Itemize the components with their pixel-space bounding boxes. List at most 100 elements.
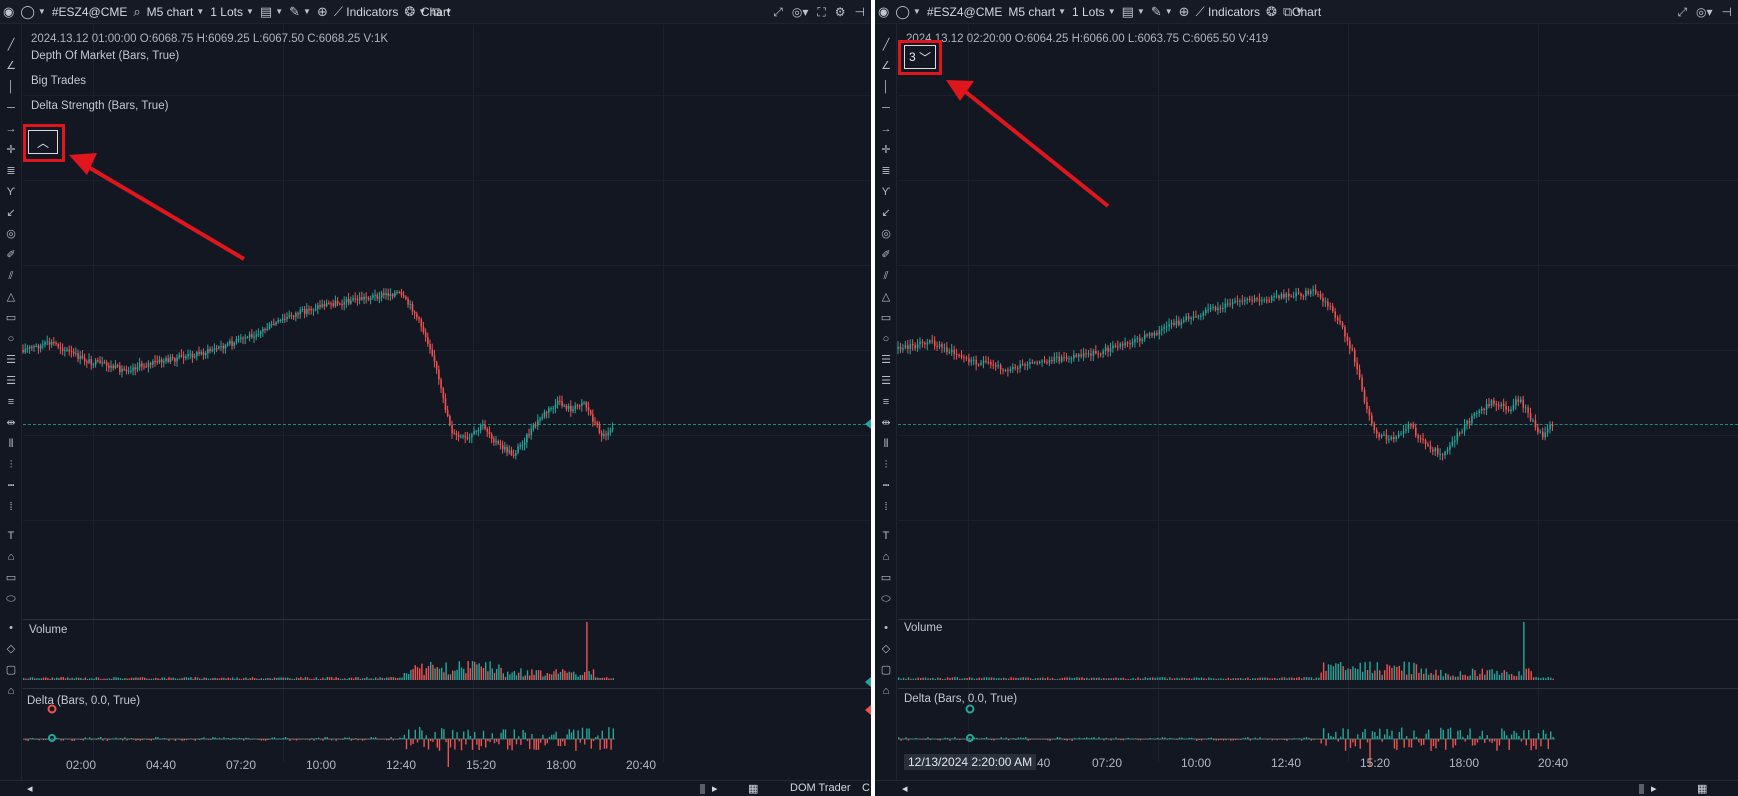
pattern-icon[interactable]: ⫴: [8, 438, 14, 450]
scroll-left-icon[interactable]: ◂: [27, 783, 33, 795]
levels-icon[interactable]: ☰: [6, 375, 16, 387]
indicators-button[interactable]: ⟋ Indicators: [333, 3, 399, 19]
draw-pencil-icon[interactable]: ✎ ▼: [1150, 3, 1173, 19]
crosshair-icon[interactable]: ╱: [7, 39, 15, 51]
logo-icon[interactable]: ◉: [3, 3, 15, 19]
logo-icon[interactable]: ◉: [878, 3, 890, 19]
text-icon[interactable]: T: [7, 530, 15, 542]
time-axis[interactable]: 12/13/2024 2:20:00 AM 40 07:20 10:00 12:40 1…: [898, 754, 1738, 772]
dot-icon[interactable]: •: [884, 622, 888, 634]
arrow-icon[interactable]: ✛: [6, 144, 16, 156]
zoom-in-icon[interactable]: ⊕: [316, 3, 328, 19]
circle-icon[interactable]: ☰: [6, 354, 16, 366]
horizontal-line-icon[interactable]: →: [5, 123, 17, 135]
zoom-in-icon[interactable]: ⊕: [1178, 3, 1190, 19]
lots-dropdown[interactable]: 1 Lots ▼: [1071, 4, 1116, 19]
legend-expand-button[interactable]: 3 ﹀: [904, 45, 936, 69]
timeframe-dropdown[interactable]: M5 chart ▼: [146, 4, 205, 19]
cross-icon[interactable]: ≣: [6, 165, 16, 177]
scrollbar-thumb[interactable]: [700, 784, 705, 794]
pitchfork-icon[interactable]: ◎: [881, 228, 891, 240]
projection-icon[interactable]: ⫶: [884, 459, 888, 471]
trend-line-icon[interactable]: ∠: [6, 60, 16, 72]
curve-icon[interactable]: ↙: [881, 207, 891, 219]
triangle-icon[interactable]: ▭: [880, 312, 892, 324]
tag-icon[interactable]: ⌂: [7, 551, 15, 563]
legend-big-trades[interactable]: Big Trades: [31, 75, 86, 87]
scrollbar-thumb[interactable]: [1639, 784, 1644, 794]
gann-icon[interactable]: ┅: [7, 480, 15, 492]
diamond-icon[interactable]: ◇: [881, 643, 891, 655]
vertical-line-icon[interactable]: ─: [7, 102, 15, 114]
comment-icon[interactable]: ⬭: [881, 593, 891, 605]
levels-icon[interactable]: ☰: [881, 375, 891, 387]
home-icon[interactable]: ⌂: [882, 685, 890, 697]
angle-icon[interactable]: │: [7, 81, 15, 93]
delta-pane-separator[interactable]: [23, 688, 871, 689]
vertical-line-icon[interactable]: ─: [882, 102, 890, 114]
ruler-icon[interactable]: ⫽: [8, 270, 14, 282]
calendar-icon[interactable]: ▦: [1697, 783, 1708, 795]
chart-area[interactable]: 2024.13.12 01:00:00 O:6068.75 H:6069.25 …: [22, 25, 871, 780]
fib-icon[interactable]: Ƴ: [6, 186, 16, 198]
layout-icon[interactable]: ⧉ ▼: [432, 3, 453, 19]
scroll-left-icon[interactable]: ◂: [902, 783, 908, 795]
legend-collapse-button[interactable]: ︿: [28, 130, 58, 154]
legend-delta-strength[interactable]: Delta Strength (Bars, True): [31, 100, 169, 112]
color-toggle-icon[interactable]: ◯ ▼: [20, 3, 46, 19]
comment-icon[interactable]: ⬭: [6, 593, 16, 605]
time-axis[interactable]: 02:00 04:40 07:20 10:00 12:40 15:20 18:00 20:40: [23, 756, 871, 774]
symbol-selector[interactable]: #ESZ4@CME: [51, 4, 128, 19]
arrow-icon[interactable]: ✛: [881, 144, 891, 156]
tag-icon[interactable]: ⌂: [882, 551, 890, 563]
camera-icon[interactable]: ◎▾: [1696, 5, 1713, 19]
channel-icon[interactable]: △: [881, 291, 891, 303]
fib-icon[interactable]: Ƴ: [881, 186, 891, 198]
crosshair-icon[interactable]: ╱: [882, 39, 890, 51]
calendar-icon[interactable]: ▦: [748, 783, 759, 795]
levels2-icon[interactable]: ≡: [882, 396, 890, 408]
delta-pane-separator[interactable]: [898, 688, 1738, 689]
callout-icon[interactable]: ▭: [880, 572, 892, 584]
pin-icon[interactable]: ⊣: [1721, 5, 1732, 19]
scroll-right-icon[interactable]: ▸: [712, 783, 718, 795]
text-icon[interactable]: T: [882, 530, 890, 542]
timeframe-dropdown[interactable]: M5 chart ▼: [1008, 4, 1066, 19]
chart-area[interactable]: 2024.13.12 02:20:00 O:6064.25 H:6066.00 …: [897, 25, 1738, 780]
expand-icon[interactable]: ⤢: [1677, 4, 1688, 19]
trend-line-icon[interactable]: ∠: [881, 60, 891, 72]
volume-pane-separator[interactable]: [898, 619, 1738, 620]
pitchfork-icon[interactable]: ◎: [6, 228, 16, 240]
zoom-icon[interactable]: ✐: [6, 249, 16, 261]
pattern-icon[interactable]: ⫴: [883, 438, 889, 450]
legend-depth-of-market[interactable]: Depth Of Market (Bars, True): [31, 50, 180, 62]
diamond-icon[interactable]: ◇: [6, 643, 16, 655]
scroll-right-icon[interactable]: ▸: [1651, 783, 1657, 795]
layout-icon[interactable]: ⧉ ▼: [1282, 3, 1304, 19]
templates-icon[interactable]: ❂ ▼: [404, 3, 427, 19]
levels2-icon[interactable]: ≡: [7, 396, 15, 408]
triangle-icon[interactable]: ▭: [5, 312, 17, 324]
callout-icon[interactable]: ▭: [5, 572, 17, 584]
volume-pane-separator[interactable]: [23, 619, 871, 620]
levels3-icon[interactable]: ⇹: [881, 417, 891, 429]
symbol-selector[interactable]: #ESZ4@CME: [926, 4, 1003, 19]
angle-icon[interactable]: │: [882, 81, 890, 93]
indicators-button[interactable]: ⟋ Indicators: [1195, 3, 1261, 19]
camera-icon[interactable]: ◎▾: [791, 5, 809, 19]
panel-divider[interactable]: [871, 0, 875, 796]
ruler-icon[interactable]: ⫽: [883, 270, 889, 282]
chart-style-icon[interactable]: ▤ ▼: [1121, 3, 1145, 19]
chart-style-icon[interactable]: ▤ ▼: [259, 3, 284, 19]
pin-icon[interactable]: ⊣: [854, 5, 865, 19]
curve-icon[interactable]: ↙: [6, 207, 16, 219]
dotted-icon[interactable]: ⁞: [884, 501, 888, 513]
draw-pencil-icon[interactable]: ✎ ▼: [289, 3, 311, 19]
settings-gear-icon[interactable]: ⚙: [834, 5, 846, 19]
dotted-icon[interactable]: ⁞: [9, 501, 13, 513]
projection-icon[interactable]: ⫶: [9, 459, 13, 471]
search-icon[interactable]: ⌕: [133, 3, 141, 19]
rectangle-icon[interactable]: ○: [7, 333, 15, 345]
color-toggle-icon[interactable]: ◯ ▼: [895, 3, 921, 19]
square-icon[interactable]: ▢: [880, 664, 892, 676]
